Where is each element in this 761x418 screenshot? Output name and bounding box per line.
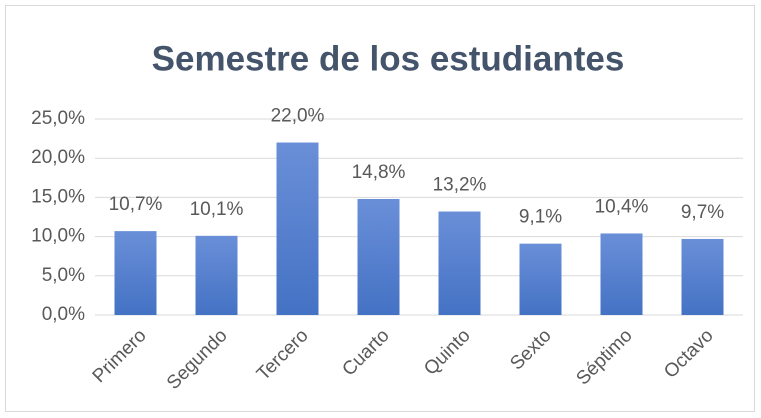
y-tick-label: 15,0% [31,186,85,207]
data-label: 9,7% [681,202,724,223]
y-tick-label: 5,0% [42,265,85,286]
data-label: 14,8% [352,162,406,183]
bar [681,238,724,315]
data-label: 10,7% [109,194,163,215]
chart-title: Semestre de los estudiantes [152,39,625,78]
data-label: 13,2% [433,175,487,196]
bar [600,233,643,315]
bar [114,231,157,315]
bar [276,142,319,315]
bar [438,211,481,315]
y-tick-label: 25,0% [31,108,85,129]
bar [195,235,238,315]
data-label: 22,0% [271,106,325,127]
data-label: 10,4% [595,196,649,217]
data-label: 10,1% [190,199,244,220]
y-tick-label: 20,0% [31,147,85,168]
y-tick-label: 0,0% [42,304,85,325]
data-label: 9,1% [519,207,562,228]
bar [519,243,562,315]
bar [357,198,400,315]
y-tick-label: 10,0% [31,226,85,247]
